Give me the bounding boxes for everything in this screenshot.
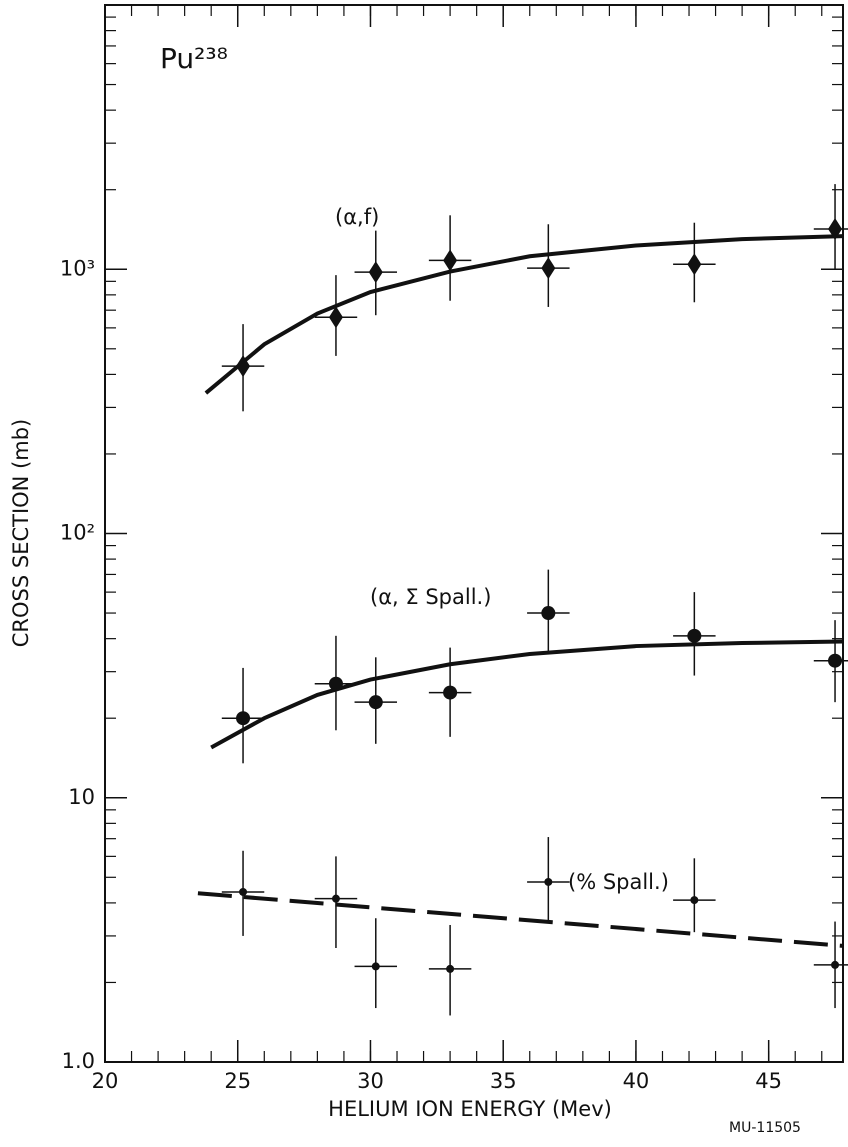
x-tick-label: 45 — [755, 1069, 782, 1093]
x-tick-label: 40 — [623, 1069, 650, 1093]
x-tick-label: 35 — [490, 1069, 517, 1093]
point — [446, 964, 455, 973]
point — [328, 676, 343, 691]
point — [236, 711, 251, 726]
x-axis-label: HELIUM ION ENERGY (Mev) — [328, 1097, 612, 1121]
fit-line — [197, 891, 844, 948]
series-label: (α,f) — [335, 205, 379, 229]
point — [541, 257, 556, 280]
x-tick-label: 20 — [92, 1069, 119, 1093]
series-label: (% Spall.) — [568, 870, 669, 894]
point — [368, 695, 383, 710]
point — [239, 887, 248, 896]
point — [687, 628, 702, 643]
y-tick-label: 10 — [68, 785, 95, 809]
x-tick-label: 25 — [224, 1069, 251, 1093]
point — [331, 894, 340, 903]
point — [368, 261, 383, 284]
y-tick-label: 10³ — [60, 256, 95, 280]
point — [443, 249, 458, 272]
plot-frame — [104, 4, 844, 1063]
point — [443, 685, 458, 700]
point — [828, 653, 843, 668]
point — [328, 306, 343, 329]
y-tick-label: 1.0 — [62, 1049, 95, 1073]
point — [690, 896, 699, 905]
x-tick-label: 30 — [357, 1069, 384, 1093]
point — [687, 253, 702, 276]
fit-line — [204, 234, 844, 395]
fit-line — [210, 639, 844, 750]
point — [236, 355, 251, 378]
y-tick-label: 10² — [60, 521, 95, 545]
point — [831, 960, 840, 969]
footnote: MU-11505 — [729, 1120, 801, 1136]
point — [371, 962, 380, 971]
point — [544, 877, 553, 886]
point — [828, 218, 843, 241]
y-axis-label: CROSS SECTION (mb) — [9, 419, 33, 648]
point — [541, 606, 556, 621]
series-label: (α, Σ Spall.) — [370, 585, 491, 609]
chart-title: Pu²³⁸ — [160, 42, 228, 75]
